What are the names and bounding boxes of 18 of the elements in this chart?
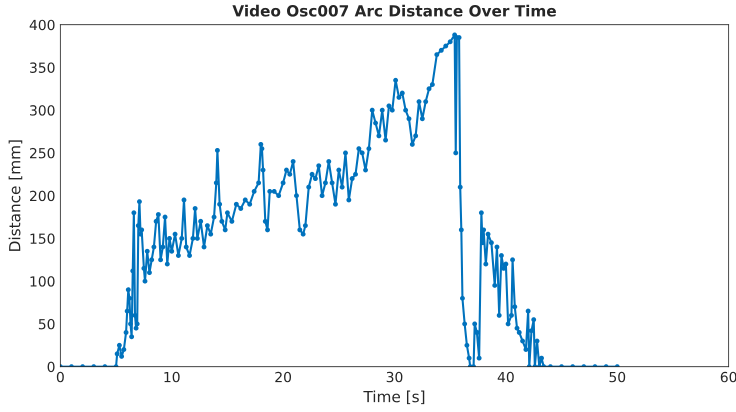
x-tick-label: 40 xyxy=(498,372,514,382)
y-tick-label: 200 xyxy=(30,190,55,202)
y-tick-label: 300 xyxy=(30,105,55,116)
x-tick-label: 50 xyxy=(609,372,626,382)
x-tick-label: 30 xyxy=(386,372,402,382)
y-axis-title: Distance [mm] xyxy=(8,140,22,251)
x-axis-title: Time [s] xyxy=(363,390,424,404)
y-tick-label: 100 xyxy=(30,276,55,287)
chart-title: Video Osc007 Arc Distance Over Time xyxy=(232,4,556,17)
y-tick-label: 150 xyxy=(30,233,55,244)
y-tick-label: 350 xyxy=(30,62,55,73)
y-tick-label: 400 xyxy=(30,20,55,30)
x-tick-label: 10 xyxy=(164,372,180,382)
y-tick-label: 250 xyxy=(30,148,55,158)
y-tick-label: 0 xyxy=(48,362,55,372)
y-tick-label: 50 xyxy=(38,318,55,330)
x-tick-label: 0 xyxy=(56,372,64,382)
x-tick-label: 20 xyxy=(275,372,292,382)
